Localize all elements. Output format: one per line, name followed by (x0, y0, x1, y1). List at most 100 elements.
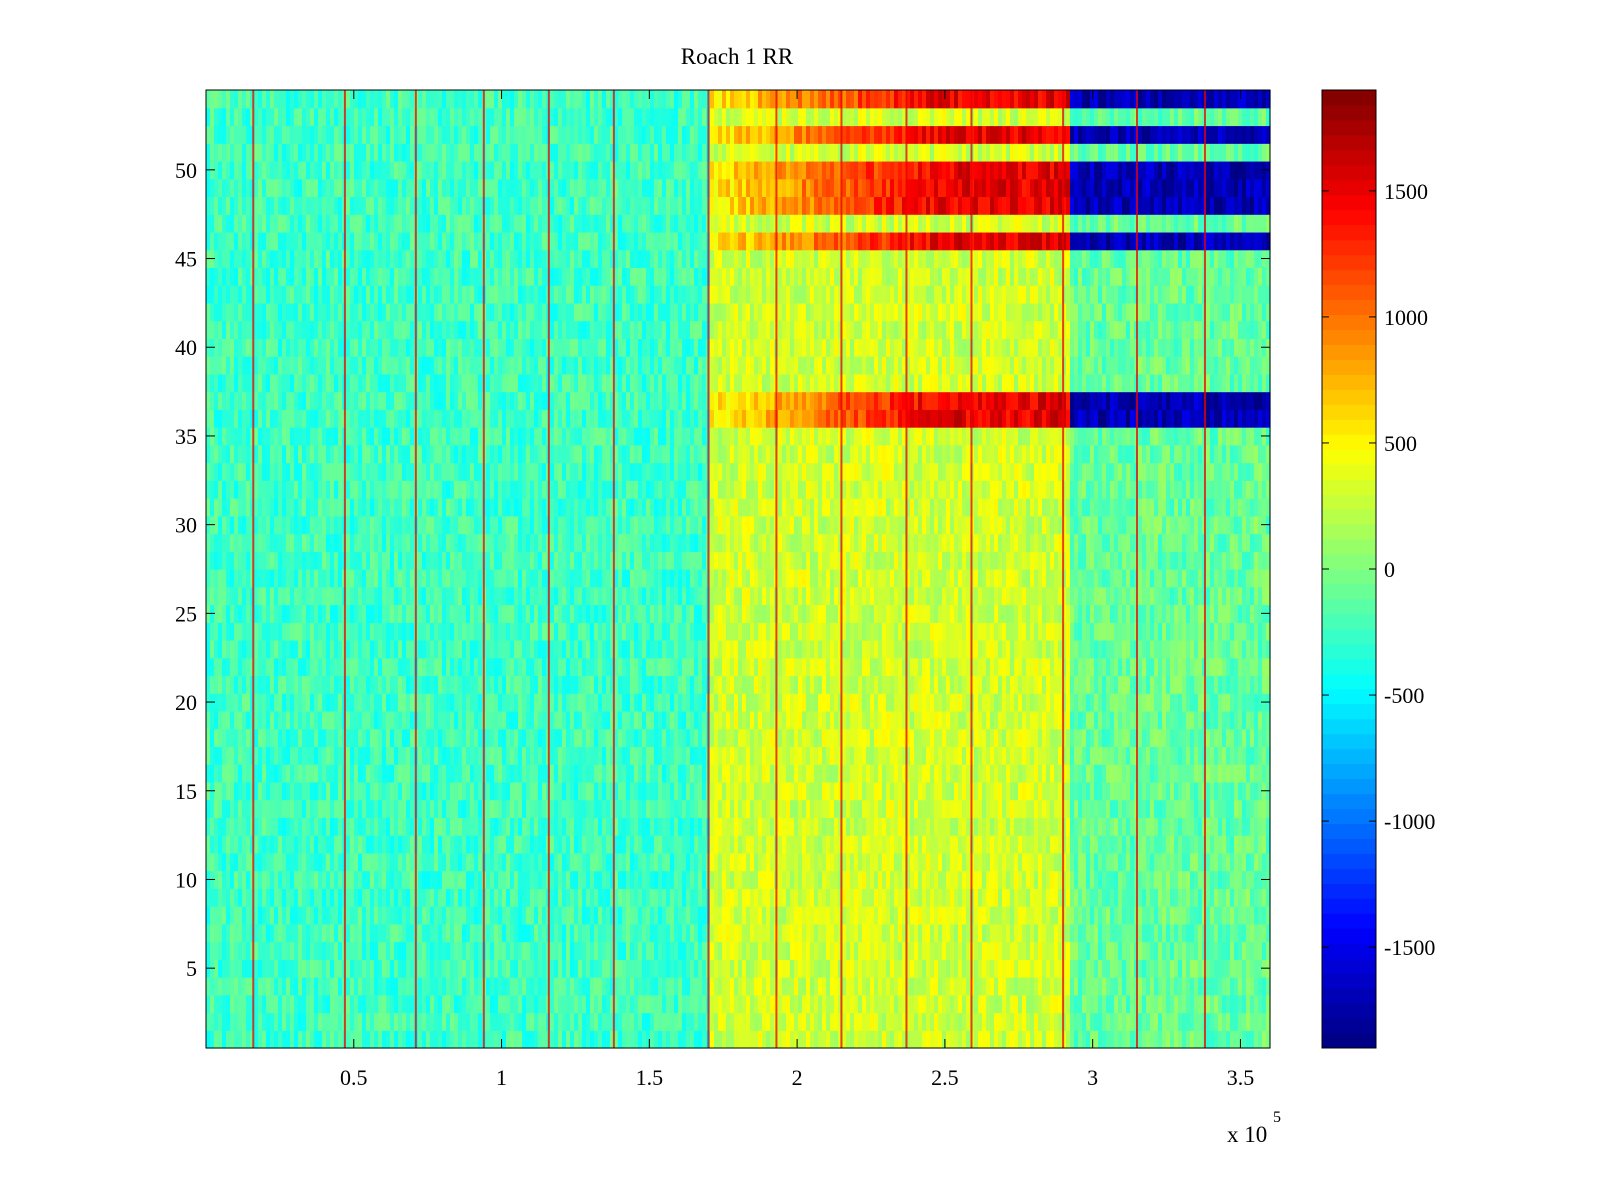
heatmap-cell (886, 959, 891, 978)
heatmap-cell (626, 835, 631, 854)
heatmap-cell (1166, 728, 1171, 748)
heatmap-cell (1034, 710, 1039, 730)
heatmap-cell (950, 852, 955, 872)
heatmap-cell (486, 710, 491, 730)
heatmap-cell (538, 799, 543, 818)
heatmap-cell (586, 835, 591, 854)
heatmap-cell (726, 781, 731, 801)
heatmap-cell (378, 817, 383, 836)
heatmap-cell (258, 959, 263, 978)
heatmap-cell (842, 1012, 847, 1031)
heatmap-cell (1174, 977, 1179, 996)
heatmap-cell (282, 941, 287, 960)
heatmap-cell (998, 764, 1003, 783)
heatmap-cell (462, 781, 467, 801)
heatmap-cell (1058, 1030, 1063, 1049)
heatmap-cell (1070, 835, 1075, 854)
heatmap-cell (650, 746, 655, 765)
heatmap-cell (750, 746, 755, 765)
heatmap-cell (274, 781, 279, 801)
heatmap-cell (646, 923, 651, 943)
heatmap-cell (806, 710, 811, 730)
heatmap-cell (942, 728, 947, 748)
heatmap-cell (330, 888, 335, 907)
heatmap-cell (894, 941, 899, 960)
heatmap-cell (422, 728, 427, 748)
heatmap-cell (842, 710, 847, 730)
heatmap-cell (582, 799, 587, 818)
heatmap-cell (946, 764, 951, 783)
heatmap-cell (1178, 994, 1183, 1014)
heatmap-cell (742, 746, 747, 765)
heatmap-cell (1094, 746, 1099, 765)
heatmap-cell (1050, 746, 1055, 765)
heatmap-cell (898, 817, 903, 836)
heatmap-cell (1242, 781, 1247, 801)
heatmap-cell (914, 710, 919, 730)
heatmap-cell (766, 799, 771, 818)
heatmap-cell (406, 977, 411, 996)
heatmap-cell (442, 1030, 447, 1049)
heatmap-cell (418, 906, 423, 925)
heatmap-cell (1230, 746, 1235, 765)
heatmap-cell (1190, 994, 1195, 1014)
heatmap-cell (962, 728, 967, 748)
heatmap-cell (534, 1012, 539, 1031)
heatmap-cell (826, 710, 831, 730)
heatmap-cell (1038, 852, 1043, 872)
heatmap-cell (470, 906, 475, 925)
heatmap-cell (782, 941, 787, 960)
heatmap-cell (366, 781, 371, 801)
heatmap-cell (338, 728, 343, 748)
heatmap-cell (514, 1030, 519, 1049)
heatmap-cell (1022, 746, 1027, 765)
heatmap-cell (914, 870, 919, 889)
heatmap-cell (1098, 923, 1103, 943)
heatmap-cell (574, 1012, 579, 1031)
heatmap-cell (1010, 852, 1015, 872)
heatmap-cell (466, 835, 471, 854)
heatmap-cell (814, 1030, 819, 1049)
heatmap-cell (1262, 817, 1267, 836)
heatmap-cell (1190, 835, 1195, 854)
heatmap-cell (738, 1030, 743, 1049)
heatmap-cell (986, 977, 991, 996)
heatmap-cell (858, 906, 863, 925)
heatmap-cell (818, 799, 823, 818)
heatmap-cell (966, 994, 971, 1014)
heatmap-cell (258, 728, 263, 748)
heatmap-cell (710, 835, 715, 854)
heatmap-cell (1082, 888, 1087, 907)
heatmap-cell (274, 1012, 279, 1031)
heatmap-cell (1014, 870, 1019, 889)
heatmap-cell (914, 994, 919, 1014)
heatmap-cell (826, 906, 831, 925)
heatmap-cell (930, 994, 935, 1014)
heatmap-cell (1218, 959, 1223, 978)
heatmap-cell (470, 941, 475, 960)
heatmap-cell (590, 977, 595, 996)
heatmap-cell (1058, 799, 1063, 818)
heatmap-cell (654, 959, 659, 978)
heatmap-cell (386, 888, 391, 907)
heatmap-cell (378, 852, 383, 872)
heatmap-cell (1118, 923, 1123, 943)
heatmap-cell (534, 888, 539, 907)
heatmap-cell (1250, 817, 1255, 836)
heatmap-cell (214, 799, 219, 818)
heatmap-cell (1138, 977, 1143, 996)
heatmap-cell (554, 977, 559, 996)
heatmap-cell (558, 941, 563, 960)
heatmap-cell (938, 888, 943, 907)
heatmap-cell (978, 764, 983, 783)
heatmap-cell (1086, 764, 1091, 783)
heatmap-cell (1038, 710, 1043, 730)
heatmap-cell (410, 906, 415, 925)
heatmap-cell (330, 941, 335, 960)
heatmap-cell (850, 888, 855, 907)
heatmap-cell (358, 746, 363, 765)
heatmap-cell (426, 781, 431, 801)
heatmap-cell (434, 888, 439, 907)
heatmap-cell (282, 888, 287, 907)
heatmap-cell (1122, 799, 1127, 818)
